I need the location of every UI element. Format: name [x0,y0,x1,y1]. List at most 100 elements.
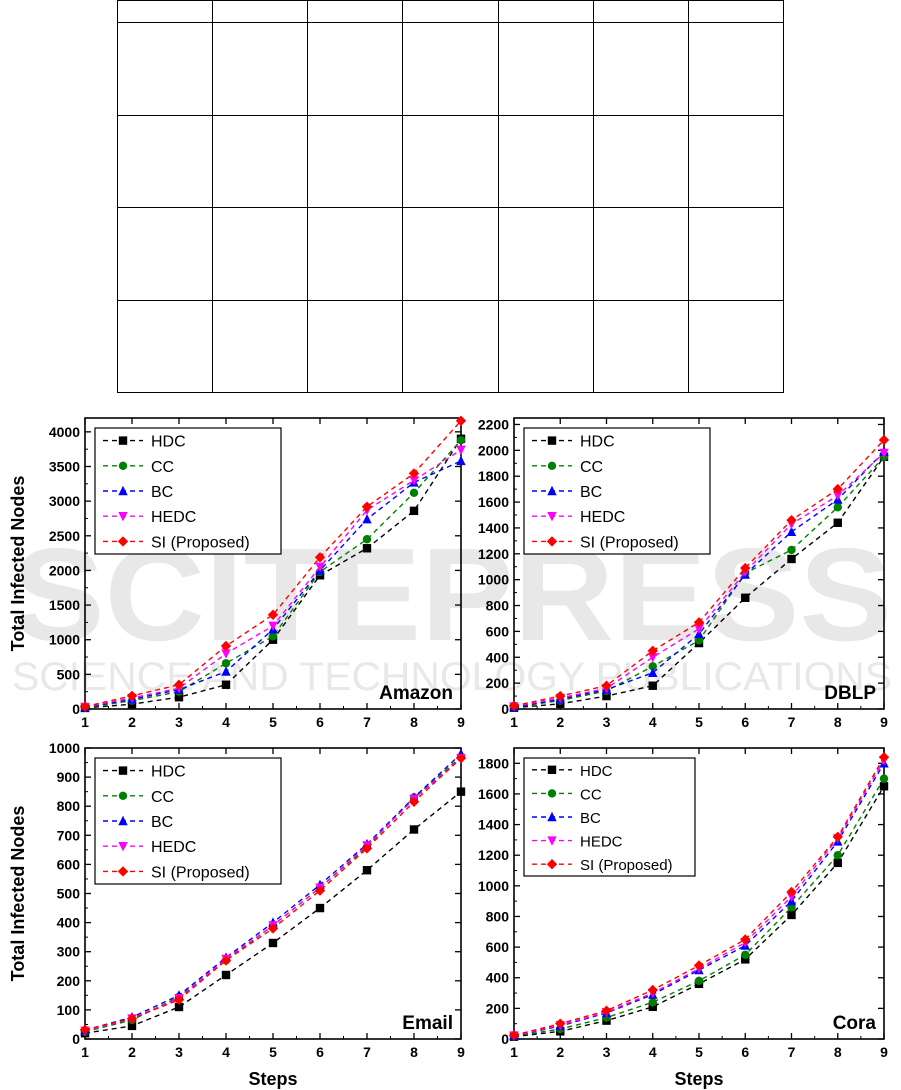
data-point [79,1024,91,1035]
y-tick-label: 200 [486,1000,510,1016]
table-row [116,207,785,301]
legend-marker [118,842,128,852]
data-point [648,998,657,1007]
data-point [508,700,520,711]
legend-marker [546,859,558,870]
data-point [786,526,797,537]
panel-title: DBLP [824,683,876,704]
legend-label: BC [580,484,602,501]
table-cell [307,299,404,394]
data-point [315,903,325,913]
y-tick-label: 800 [57,798,81,814]
data-point [127,1021,137,1031]
data-point [362,513,372,524]
data-point [362,535,372,544]
y-axis-label: Total Infected Nodes [8,806,28,982]
y-tick-label: 900 [57,769,81,785]
legend-marker [118,485,128,496]
series-si [508,434,890,711]
x-tick-label: 7 [363,1044,371,1060]
x-tick-label: 7 [788,1044,796,1060]
table-cell [212,114,309,209]
data-point [694,624,704,635]
data-point [508,1029,520,1041]
legend-marker [118,512,128,522]
y-tick-label: 2200 [478,416,509,432]
data-point [220,640,232,652]
data-point [601,1005,612,1016]
data-point [879,774,889,783]
legend-label: HDC [580,434,615,451]
table-cell [687,299,785,394]
x-tick-label: 5 [269,714,277,730]
data-point [787,554,796,564]
data-point [648,662,657,671]
series-line [513,762,885,1037]
data-point [361,501,373,512]
series-si [508,751,890,1041]
legend-label: SI (Proposed) [580,857,673,874]
x-tick-label: 3 [603,714,611,730]
data-point [602,691,611,701]
x-tick-label: 8 [834,1044,842,1060]
y-tick-label: 600 [57,856,81,872]
x-tick-label: 5 [695,714,703,730]
data-point [79,701,91,712]
chart-panel-email: 1 2 3 4 5 6 7 8 9 0 100 200 300 400 500 600 700 800 900 100… [8,740,467,1089]
legend-marker [547,765,557,774]
table-cell [402,207,499,301]
x-tick-label: 4 [649,1044,657,1060]
y-tick-label: 1800 [478,468,509,484]
table-cell [307,114,404,209]
y-tick-label: 3000 [49,493,80,509]
y-tick-label: 400 [486,649,510,665]
x-tick-label: 5 [269,1044,277,1060]
legend-label: HEDC [580,509,625,526]
data-point [741,955,750,964]
table-header-row [116,0,785,24]
data-point [408,468,420,479]
legend: HDC CC BC HEDC SI (Proposed) [94,427,282,555]
table-cell [497,207,594,301]
x-tick-label: 1 [510,1044,518,1060]
data-point [455,415,467,426]
y-tick-label: 1800 [478,755,509,771]
table-cell [592,22,689,116]
data-point [314,885,326,896]
series-line [84,420,462,708]
x-tick-label: 9 [457,714,465,730]
data-point [693,617,705,628]
series-si [79,752,467,1035]
data-point [268,938,278,948]
legend-label: CC [151,459,174,476]
x-tick-label: 1 [81,714,89,730]
x-tick-label: 3 [175,1044,183,1060]
data-point [126,1013,138,1024]
y-tick-label: 1000 [478,878,509,894]
x-tick-label: 3 [603,1044,611,1060]
data-point [221,659,231,668]
legend: HDC CC BC HEDC SI (Proposed) [523,757,696,877]
y-tick-label: 0 [501,701,509,717]
chart-panel-amazon: 1 2 3 4 5 6 7 8 9 0 500 1000 1500 2000 2500 3000 3500 400… [8,415,467,730]
chart-panel-dblp: 1 2 3 4 5 6 7 8 9 0 200 400 600 800 1000 1200 1400 1600 18… [478,416,890,730]
x-axis-label: Steps [248,1069,297,1089]
series-line [513,452,885,708]
legend-marker [118,436,128,445]
legend-label: HEDC [580,834,623,851]
table-cell [592,207,689,301]
y-tick-label: 400 [57,915,81,931]
y-tick-label: 200 [57,973,81,989]
y-tick-label: 300 [57,944,81,960]
x-tick-label: 6 [741,1044,749,1060]
y-tick-label: 200 [486,675,510,691]
x-tick-label: 7 [788,714,796,730]
x-tick-label: 9 [457,1044,465,1060]
y-tick-label: 800 [486,908,510,924]
watermark-sub-text: SCIENCE AND TECHNOLOGY PUBLICATIONS [12,655,892,699]
data-point [786,886,797,898]
data-point [786,514,797,526]
data-point [314,552,326,563]
y-tick-label: 500 [57,666,81,682]
data-point [694,976,704,985]
